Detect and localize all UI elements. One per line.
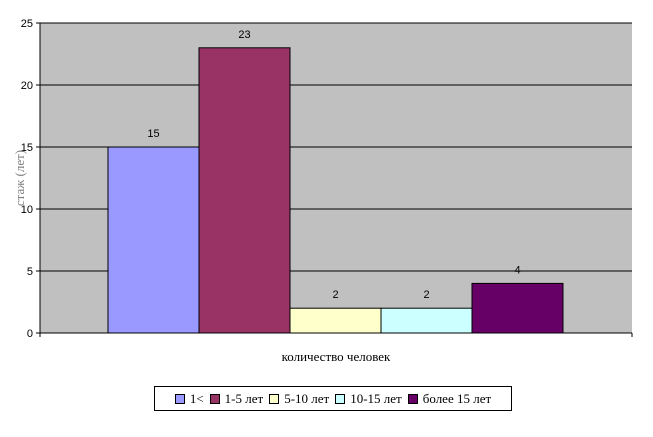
legend-swatch (174, 393, 185, 404)
y-tick-label: 25 (21, 18, 33, 30)
data-label: 2 (332, 289, 338, 301)
legend: 1< 1-5 лет 5-10 лет 10-15 лет более 15 лет (154, 386, 512, 411)
legend-label: более 15 лет (422, 390, 492, 406)
data-label: 2 (423, 289, 429, 301)
legend-swatch (335, 393, 346, 404)
legend-label: 1-5 лет (224, 390, 264, 406)
legend-item: более 15 лет (407, 390, 492, 407)
y-tick-label: 20 (21, 80, 33, 92)
data-label: 23 (238, 29, 250, 41)
legend-label: 5-10 лет (284, 390, 330, 406)
x-axis-title: количество человек (282, 349, 391, 364)
y-tick-label: 0 (27, 328, 33, 340)
legend-swatch (209, 393, 220, 404)
bar-3 (380, 307, 473, 334)
y-tick-label: 10 (21, 204, 33, 216)
data-label: 15 (147, 128, 159, 140)
bar-2 (289, 307, 382, 334)
bar-4 (471, 282, 564, 334)
legend-swatch (269, 393, 280, 404)
bar-1 (198, 47, 291, 334)
bar-0 (107, 146, 200, 334)
legend-item: 1< (174, 390, 204, 407)
y-tick-label: 15 (21, 142, 33, 154)
legend-swatch (407, 393, 418, 404)
legend-item: 1-5 лет (209, 390, 264, 407)
data-label: 4 (514, 264, 520, 276)
legend-item: 10-15 лет (335, 391, 402, 407)
legend-label: 1< (189, 390, 204, 406)
y-axis-title: стаж (лет) (12, 150, 27, 206)
legend-label: 10-15 лет (350, 390, 402, 406)
legend-item: 5-10 лет (269, 391, 329, 407)
y-tick-label: 5 (27, 266, 33, 278)
